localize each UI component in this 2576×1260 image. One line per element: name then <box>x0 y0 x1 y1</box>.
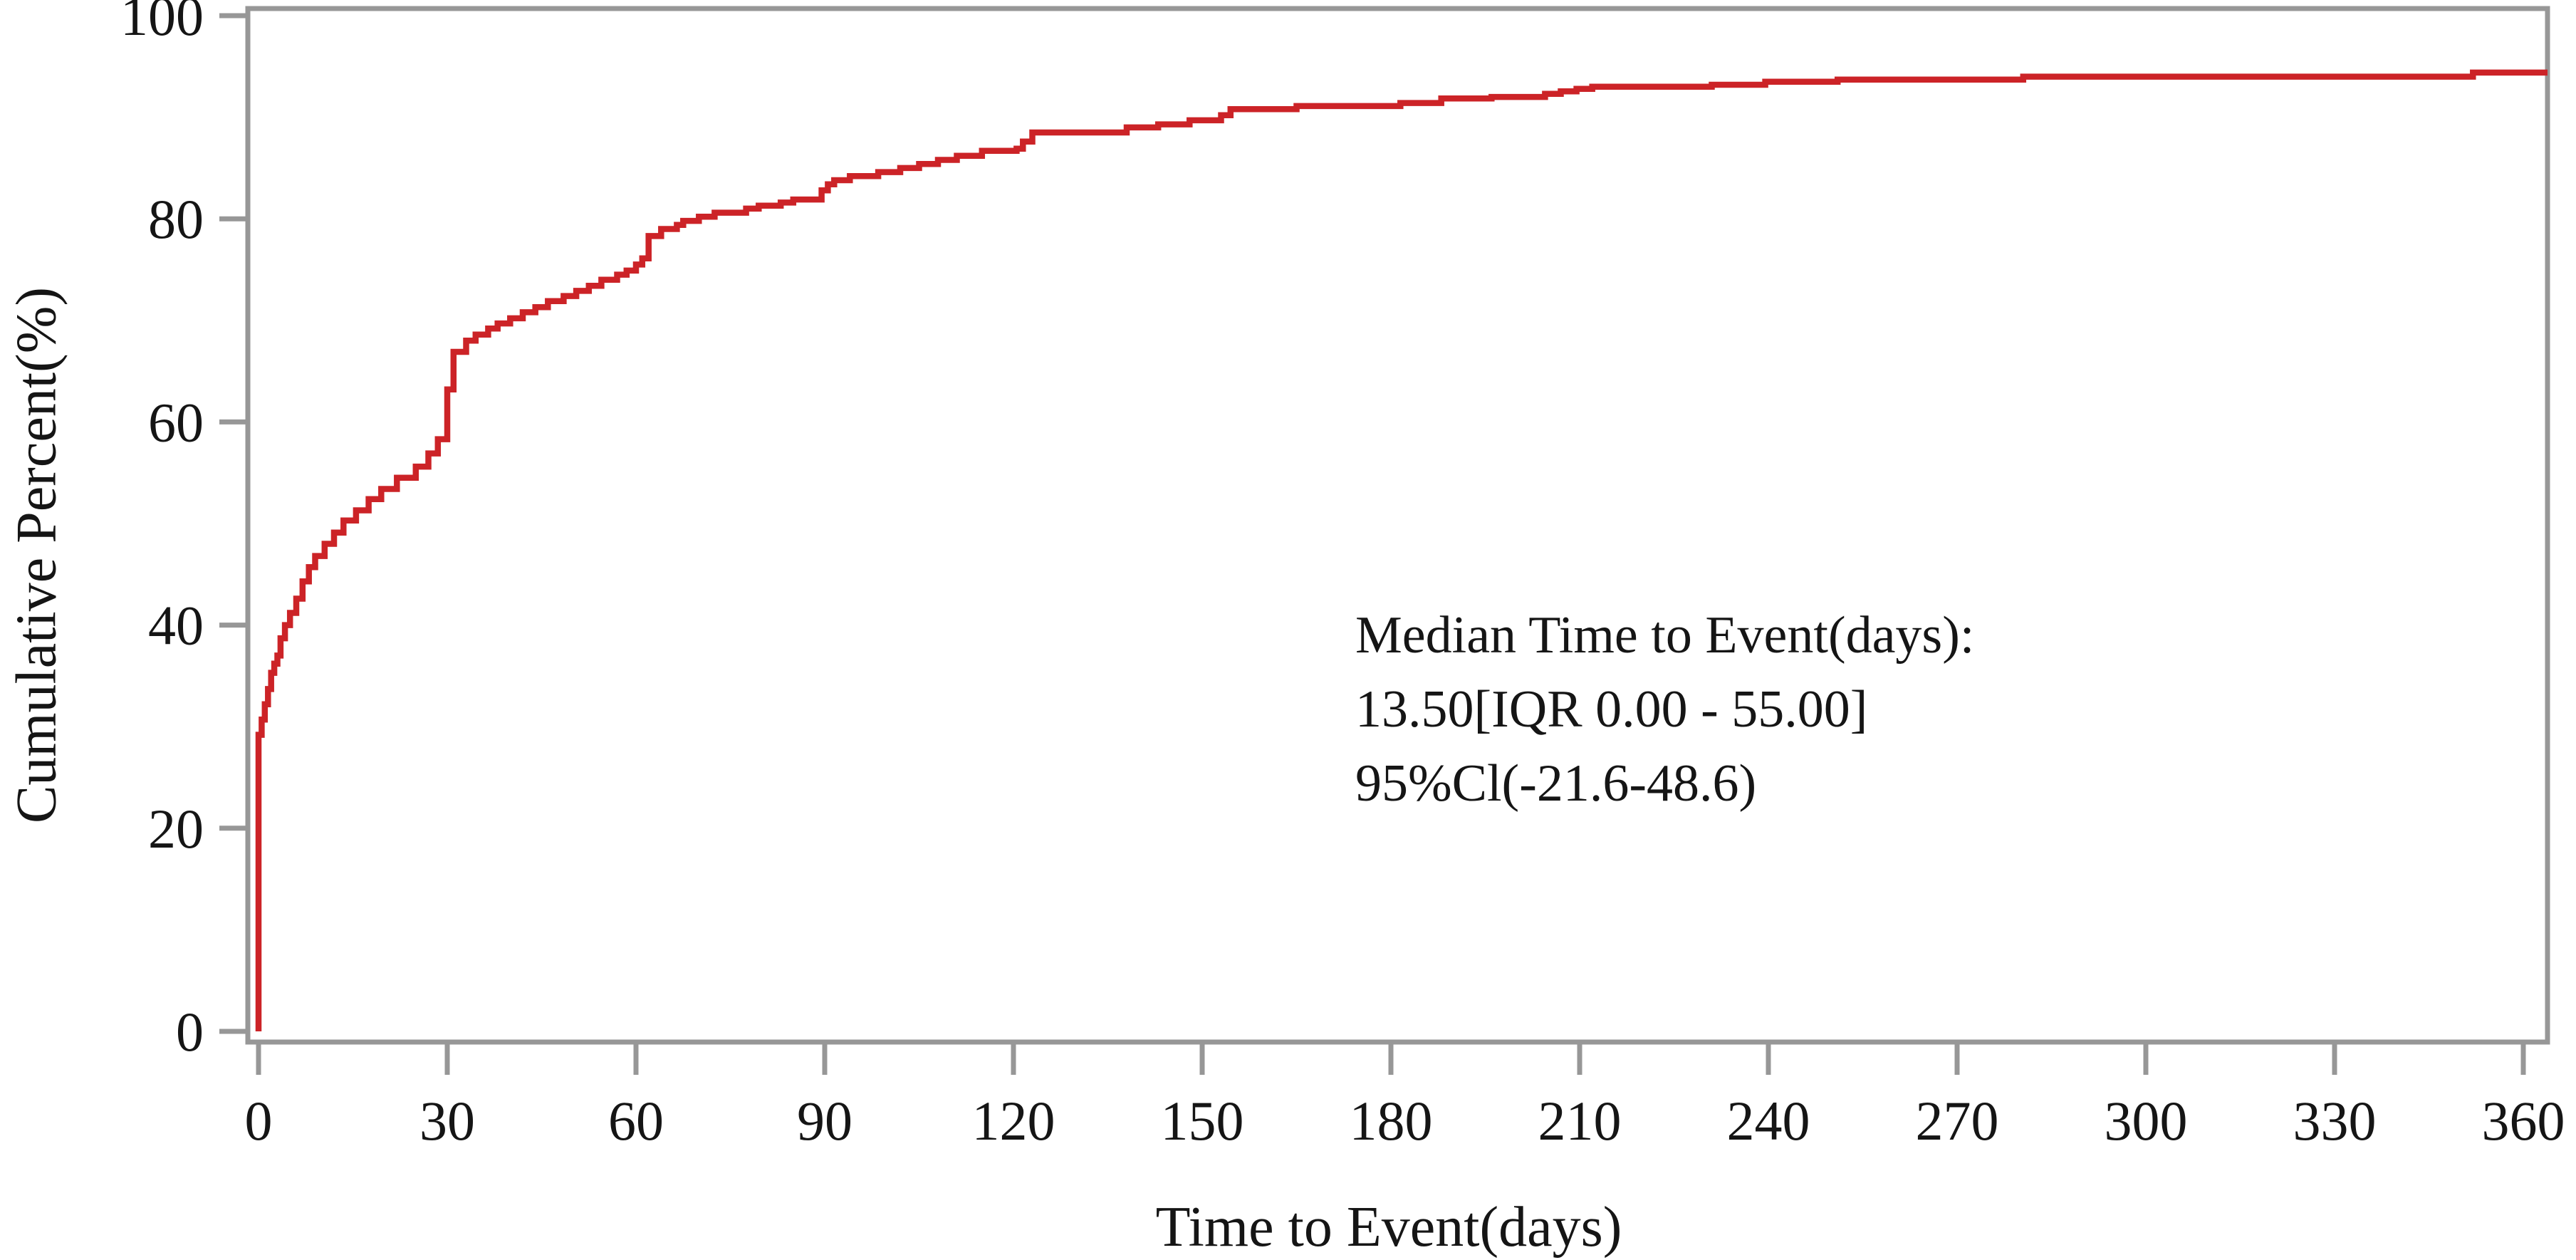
x-tick-label: 210 <box>1538 1090 1622 1152</box>
y-tick-label: 40 <box>148 595 204 657</box>
cumulative-percent-step-curve <box>255 69 2548 1031</box>
x-tick-label: 180 <box>1350 1090 1433 1152</box>
x-tick-label: 60 <box>608 1090 664 1152</box>
y-tick-label: 100 <box>120 0 204 47</box>
x-tick-label: 120 <box>972 1090 1055 1152</box>
y-tick-label: 80 <box>148 188 204 250</box>
y-axis-title: Cumulative Percent(%) <box>5 286 68 824</box>
median-annotation: Median Time to Event(days): 13.50[IQR 0.… <box>1355 598 1974 821</box>
x-tick-label: 360 <box>2482 1090 2565 1152</box>
x-tick-label: 330 <box>2293 1090 2377 1152</box>
y-tick-label: 0 <box>176 1001 204 1063</box>
plot-frame <box>245 6 2550 1045</box>
x-axis-title: Time to Event(days) <box>1155 1196 1622 1259</box>
x-tick-label: 270 <box>1916 1090 1999 1152</box>
y-tick-label: 20 <box>148 798 204 860</box>
x-tick-label: 30 <box>419 1090 475 1152</box>
x-tick-label: 300 <box>2105 1090 2188 1152</box>
x-tick-label: 240 <box>1727 1090 1810 1152</box>
annotation-line-2: 13.50[IQR 0.00 - 55.00] <box>1355 680 1868 739</box>
annotation-line-3: 95%Cl(-21.6-48.6) <box>1355 754 1757 813</box>
x-tick-label: 150 <box>1161 1090 1244 1152</box>
x-tick-label: 0 <box>245 1090 273 1152</box>
y-tick-label: 60 <box>148 391 204 453</box>
annotation-line-1: Median Time to Event(days): <box>1355 606 1975 665</box>
x-tick-label: 90 <box>797 1090 852 1152</box>
